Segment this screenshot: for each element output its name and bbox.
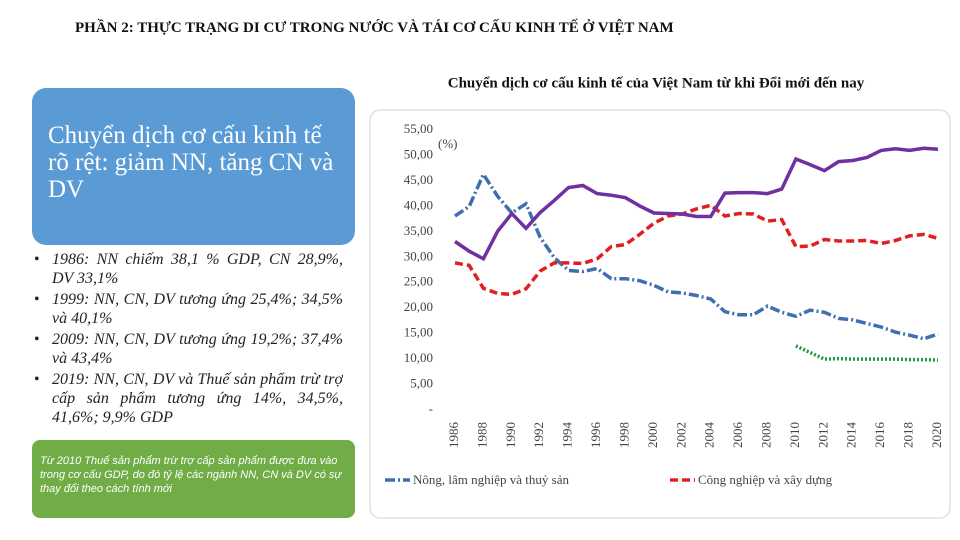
y-tick-label: 35,00 [404, 223, 433, 238]
x-tick-label: 1998 [616, 422, 631, 448]
y-tick-label: 50,00 [404, 146, 433, 161]
x-tick-label: 1986 [446, 422, 461, 449]
y-tick-label: 15,00 [404, 325, 433, 340]
note: Từ 2010 Thuế sản phẩm trừ trợ cấp sản ph… [40, 455, 342, 495]
x-tick-label: 2014 [844, 422, 859, 449]
bullet: 1986: NN chiếm 38,1 % GDP, CN 28,9%, DV … [30, 250, 343, 288]
bullet: 1999: NN, CN, DV tương ứng 25,4%; 34,5% … [30, 290, 343, 328]
x-tick-label: 2016 [872, 422, 887, 449]
y-tick-label: 10,00 [404, 350, 433, 365]
x-tick-label: 2000 [645, 422, 660, 448]
y-tick-label: - [429, 401, 433, 416]
y-tick-label: 30,00 [404, 248, 433, 263]
bullet: 2009: NN, CN, DV tương ứng 19,2%; 37,4% … [30, 330, 343, 368]
x-tick-label: 2002 [673, 422, 688, 448]
series-line [454, 203, 939, 297]
x-tick-label: 2004 [702, 422, 717, 449]
chart-frame [369, 109, 951, 519]
x-tick-label: 1988 [474, 422, 489, 448]
x-tick-label: 2018 [901, 422, 916, 448]
y-tick-label: 25,00 [404, 274, 433, 289]
y-tick-label: 5,00 [410, 376, 433, 391]
series-line [454, 170, 939, 341]
note-box: Từ 2010 Thuế sản phẩm trừ trợ cấp sản ph… [32, 440, 355, 518]
x-tick-label: 2008 [759, 422, 774, 448]
y-tick-label: 40,00 [404, 197, 433, 212]
x-tick-label: 2020 [929, 422, 944, 448]
chart-title: Chuyển dịch cơ cấu kinh tế của Việt Nam … [448, 75, 865, 91]
x-tick-label: 1996 [588, 422, 603, 449]
slide-title: PHẦN 2: THỰC TRẠNG DI CƯ TRONG NƯỚC VÀ T… [75, 20, 674, 36]
x-tick-label: 1992 [531, 422, 546, 448]
x-tick-label: 1990 [503, 422, 518, 448]
x-tick-label: 2010 [787, 422, 802, 448]
y-tick-label: 20,00 [404, 299, 433, 314]
headline: Chuyển dịch cơ cấu kinh tế rõ rệt: giảm … [48, 122, 334, 203]
y-tick-label: 45,00 [404, 172, 433, 187]
bullet: 2019: NN, CN, DV và Thuế sản phẩm trừ tr… [30, 370, 343, 427]
x-tick-label: 2006 [730, 422, 745, 449]
x-tick-label: 1994 [560, 422, 575, 449]
legend-label: Công nghiệp và xây dựng [698, 472, 833, 487]
headline-box: Chuyển dịch cơ cấu kinh tế rõ rệt: giảm … [32, 88, 355, 245]
series-line [795, 344, 939, 362]
bullet-list: 1986: NN chiếm 38,1 % GDP, CN 28,9%, DV … [30, 250, 343, 432]
y-tick-label: 55,00 [404, 121, 433, 136]
y-axis-label: (%) [438, 136, 458, 151]
legend-label: Nông, lâm nghiệp và thuỷ sản [413, 472, 569, 487]
x-tick-label: 2012 [815, 422, 830, 448]
series-line [454, 146, 939, 262]
